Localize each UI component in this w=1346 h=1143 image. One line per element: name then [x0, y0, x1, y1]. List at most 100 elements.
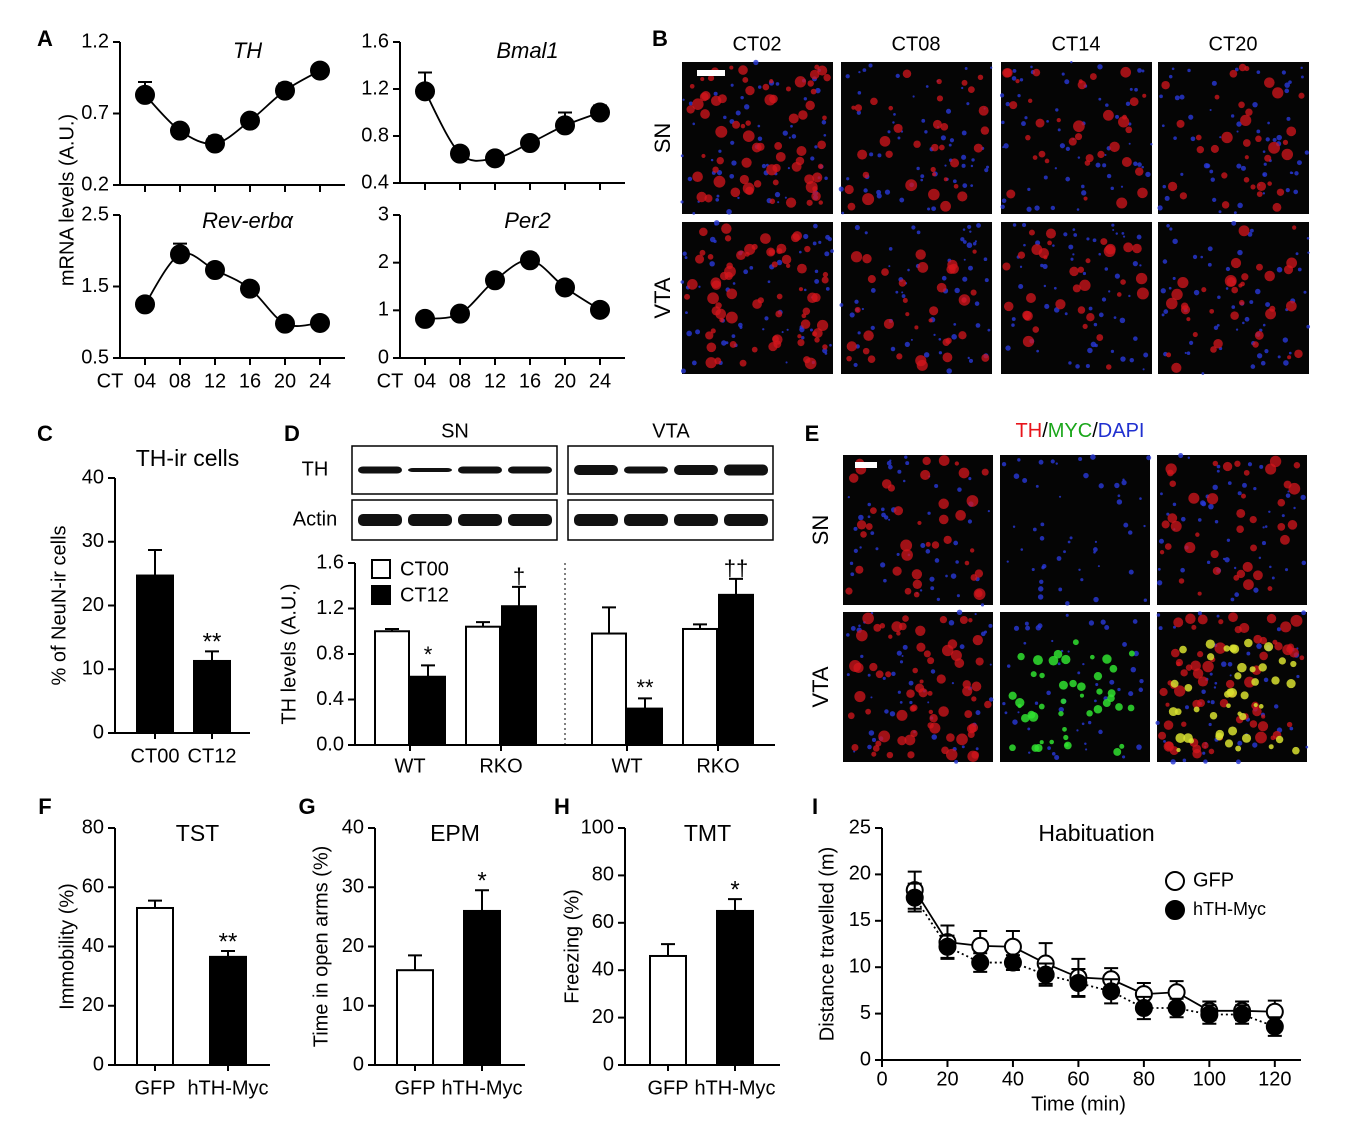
cell — [1269, 305, 1276, 312]
cell — [902, 615, 909, 622]
nucleus — [1253, 587, 1259, 593]
cell — [1294, 349, 1303, 359]
nucleus — [924, 130, 928, 134]
nucleus — [1095, 683, 1099, 687]
nucleus — [684, 256, 688, 260]
cell — [1267, 586, 1273, 591]
y-tick-label: 40 — [342, 816, 364, 838]
cell — [1299, 655, 1305, 661]
nucleus — [1137, 68, 1142, 73]
cell — [1107, 694, 1115, 702]
nucleus — [1207, 246, 1213, 252]
cell — [887, 484, 895, 492]
cell — [1048, 655, 1059, 666]
nucleus — [818, 240, 822, 244]
nucleus — [1026, 206, 1032, 212]
nucleus — [785, 361, 788, 364]
cell — [938, 706, 949, 717]
nucleus — [1162, 184, 1167, 189]
cell — [712, 166, 719, 173]
cell — [1086, 313, 1095, 322]
cell — [811, 191, 821, 201]
y-tick-label: 0.4 — [316, 688, 344, 710]
cell — [929, 714, 938, 723]
cell — [865, 523, 873, 530]
nucleus — [1172, 276, 1176, 280]
cell — [1058, 710, 1064, 717]
cell — [1072, 639, 1079, 646]
nucleus — [1237, 202, 1243, 209]
cell — [928, 318, 933, 323]
nucleus — [803, 97, 808, 101]
cell — [810, 88, 817, 95]
nucleus — [1037, 623, 1043, 629]
nucleus — [1006, 664, 1011, 668]
cell — [817, 140, 827, 150]
cell — [745, 120, 751, 126]
cell — [1242, 139, 1251, 147]
nucleus — [737, 196, 740, 200]
nucleus — [1120, 356, 1126, 362]
column-label: CT14 — [1052, 33, 1101, 55]
marker — [135, 84, 155, 105]
nucleus — [1093, 547, 1098, 552]
cell — [775, 151, 786, 162]
marker — [555, 115, 575, 136]
cell — [1176, 119, 1185, 128]
nucleus — [1005, 345, 1011, 351]
nucleus — [1212, 197, 1217, 203]
nucleus — [1208, 503, 1214, 510]
nucleus — [1250, 364, 1256, 369]
cell — [1250, 184, 1256, 190]
cell — [975, 657, 984, 666]
cell — [1122, 114, 1127, 120]
y-tick-label: 0.2 — [81, 173, 109, 195]
cell — [847, 202, 856, 211]
error-bar — [385, 627, 399, 632]
nucleus — [956, 609, 963, 616]
cell — [817, 65, 828, 76]
nucleus — [1122, 755, 1126, 759]
nucleus — [857, 331, 861, 335]
cell — [898, 622, 907, 631]
nucleus — [974, 301, 980, 306]
band — [574, 514, 618, 526]
nucleus — [1032, 527, 1037, 532]
cell — [873, 623, 882, 632]
nucleus — [1225, 266, 1231, 272]
cell — [1256, 263, 1263, 271]
x-tick-label: WT — [394, 755, 425, 777]
nucleus — [1024, 116, 1028, 120]
cell — [1244, 66, 1250, 72]
nucleus — [871, 737, 877, 743]
marker — [971, 936, 990, 955]
cell — [1056, 117, 1061, 123]
nucleus — [930, 586, 935, 591]
cell — [1264, 270, 1275, 282]
cell — [1086, 710, 1093, 717]
nucleus — [889, 711, 896, 717]
nucleus — [1094, 699, 1097, 703]
nucleus — [1291, 171, 1294, 174]
nucleus — [1306, 237, 1310, 240]
nucleus — [1301, 610, 1307, 616]
cell — [1135, 272, 1148, 285]
cell — [1238, 225, 1250, 237]
nucleus — [801, 336, 805, 340]
nucleus — [990, 66, 993, 69]
cell — [942, 352, 953, 363]
cell — [822, 271, 829, 278]
nucleus — [1236, 163, 1242, 169]
nucleus — [1085, 748, 1088, 751]
panel-label: A — [37, 26, 53, 51]
nucleus — [902, 479, 906, 483]
nucleus — [897, 469, 902, 474]
nucleus — [1207, 700, 1211, 704]
nucleus — [1012, 525, 1016, 528]
cell — [1118, 116, 1130, 128]
cell — [856, 520, 867, 530]
marker — [415, 308, 435, 329]
cell — [1283, 265, 1294, 275]
column-label: CT02 — [733, 33, 782, 55]
cell — [855, 565, 864, 574]
